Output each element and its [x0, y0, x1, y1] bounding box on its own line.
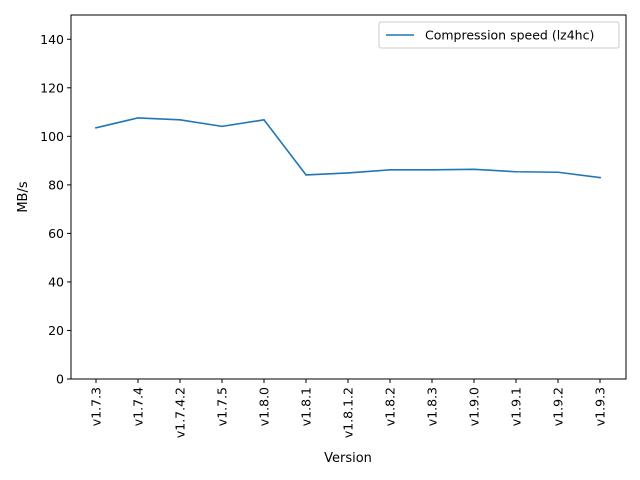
data-point — [599, 176, 601, 179]
x-tick-label: v1.7.3 — [89, 387, 104, 426]
data-point — [515, 170, 517, 173]
legend: Compression speed (lz4hc) — [378, 21, 620, 49]
x-tick-label: v1.8.3 — [425, 387, 440, 426]
legend-box — [378, 21, 620, 49]
x-tick-label: v1.9.0 — [467, 387, 482, 426]
x-tick-label: v1.9.2 — [551, 387, 566, 426]
data-point — [557, 171, 559, 174]
x-tick-label: v1.8.2 — [383, 387, 398, 426]
y-tick-label: 40 — [48, 274, 64, 289]
y-tick-label: 60 — [48, 226, 64, 241]
y-tick-label: 80 — [48, 177, 64, 192]
data-point — [431, 169, 433, 171]
data-point — [305, 174, 307, 176]
x-axis-label: Version — [324, 451, 372, 466]
data-point — [389, 169, 391, 171]
y-tick-label: 100 — [40, 129, 64, 144]
legend-label: Compression speed (lz4hc) — [425, 28, 594, 43]
x-tick-label: v1.7.4.2 — [173, 387, 188, 438]
data-point — [221, 125, 223, 128]
x-tick-label: v1.8.1 — [299, 387, 314, 426]
data-point — [347, 172, 349, 174]
x-tick-label: v1.8.1.2 — [341, 387, 356, 438]
y-axis: 0 20 40 60 80 100 120 140 — [40, 32, 71, 387]
data-point — [95, 127, 97, 129]
x-tick-label: v1.9.1 — [509, 387, 524, 426]
x-axis: v1.7.3 v1.7.4 v1.7.4.2 v1.7.5 v1.8.0 v1.8.1 v1… — [89, 379, 608, 438]
series-layer — [95, 117, 601, 179]
plot-area — [71, 15, 626, 379]
data-point — [473, 168, 475, 171]
x-tick-label: v1.7.4 — [131, 387, 146, 426]
data-point — [137, 117, 139, 119]
x-tick-label: v1.8.0 — [257, 387, 272, 426]
plot-frame — [70, 14, 627, 380]
y-tick-label: 0 — [56, 372, 64, 387]
data-point — [263, 119, 265, 121]
x-tick-label: v1.7.5 — [215, 387, 230, 426]
y-tick-label: 140 — [40, 32, 64, 47]
y-axis-label: MB/s — [16, 181, 31, 213]
y-tick-label: 120 — [40, 80, 64, 95]
y-tick-label: 20 — [48, 323, 64, 338]
x-tick-label: v1.9.3 — [593, 387, 608, 426]
data-point — [179, 119, 181, 121]
